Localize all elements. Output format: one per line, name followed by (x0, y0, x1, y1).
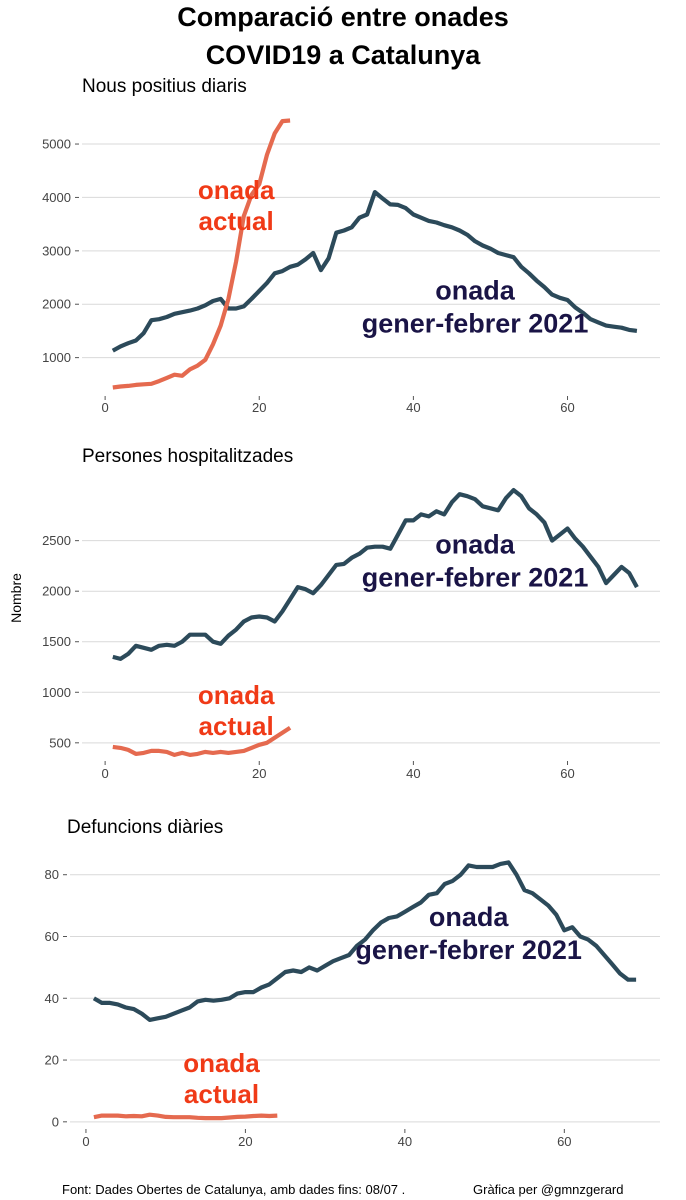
x-tick-label: 20 (238, 1134, 252, 1149)
chart-title-line1: Comparació entre onades (177, 2, 509, 32)
x-tick-label: 60 (560, 766, 574, 781)
y-tick-label: 1500 (42, 634, 71, 649)
x-tick-label: 0 (102, 766, 109, 781)
annotation-current-wave: actual (184, 1079, 259, 1109)
annotation-winter-wave: onada (429, 902, 509, 932)
x-tick-label: 20 (252, 766, 266, 781)
annotation-current-wave: onada (183, 1048, 260, 1078)
x-tick-label: 60 (560, 400, 574, 415)
annotation-current-wave: onada (198, 175, 275, 205)
x-tick-label: 60 (557, 1134, 571, 1149)
x-tick-label: 0 (82, 1134, 89, 1149)
y-tick-label: 3000 (42, 243, 71, 258)
y-tick-label: 40 (45, 991, 59, 1006)
annotation-winter-wave: onada (435, 275, 515, 305)
annotation-winter-wave: gener-febrer 2021 (355, 935, 582, 965)
x-tick-label: 40 (406, 766, 420, 781)
annotation-winter-wave: onada (435, 529, 515, 559)
chart-title-line2: COVID19 a Catalunya (205, 40, 481, 70)
footer-credit: Gràfica per @gmnzgerard (473, 1182, 624, 1197)
y-tick-label: 1000 (42, 685, 71, 700)
y-tick-label: 5000 (42, 137, 71, 152)
y-tick-label: 4000 (42, 190, 71, 205)
x-tick-label: 20 (252, 400, 266, 415)
x-tick-label: 40 (406, 400, 420, 415)
chart-panel-1: Nous positius diaris 1000 2000 3000 4000 5000… (42, 76, 660, 415)
annotation-winter-wave: gener-febrer 2021 (362, 562, 589, 592)
panel-title: Defuncions diàries (67, 817, 223, 838)
series-line-current-wave (93, 1112, 278, 1121)
series-line-winter-wave (112, 488, 639, 661)
y-tick-label: 1000 (42, 350, 71, 365)
chart-panel-2: Persones hospitalitzades 500 1000 1500 2000 2… (42, 446, 660, 781)
annotation-current-wave: actual (199, 206, 274, 236)
x-tick-label: 0 (102, 400, 109, 415)
y-tick-label: 0 (52, 1114, 59, 1129)
annotation-current-wave: onada (198, 680, 275, 710)
series-line-current-wave (112, 118, 291, 390)
series-line-winter-wave (92, 860, 637, 1022)
annotation-current-wave: actual (199, 711, 274, 741)
y-tick-label: 2000 (42, 297, 71, 312)
y-tick-label: 500 (49, 735, 71, 750)
y-tick-label: 60 (45, 929, 59, 944)
series-line-winter-wave (111, 190, 638, 353)
panel-title: Persones hospitalitzades (82, 446, 293, 467)
x-tick-label: 40 (398, 1134, 412, 1149)
y-tick-label: 80 (45, 867, 59, 882)
y-tick-label: 2500 (42, 533, 71, 548)
series-line-current-wave (112, 725, 292, 757)
footer-source: Font: Dades Obertes de Catalunya, amb da… (62, 1182, 406, 1197)
y-tick-label: 20 (45, 1053, 59, 1068)
panel-title: Nous positius diaris (82, 76, 247, 97)
y-tick-label: 2000 (42, 584, 71, 599)
annotation-winter-wave: gener-febrer 2021 (362, 308, 589, 338)
